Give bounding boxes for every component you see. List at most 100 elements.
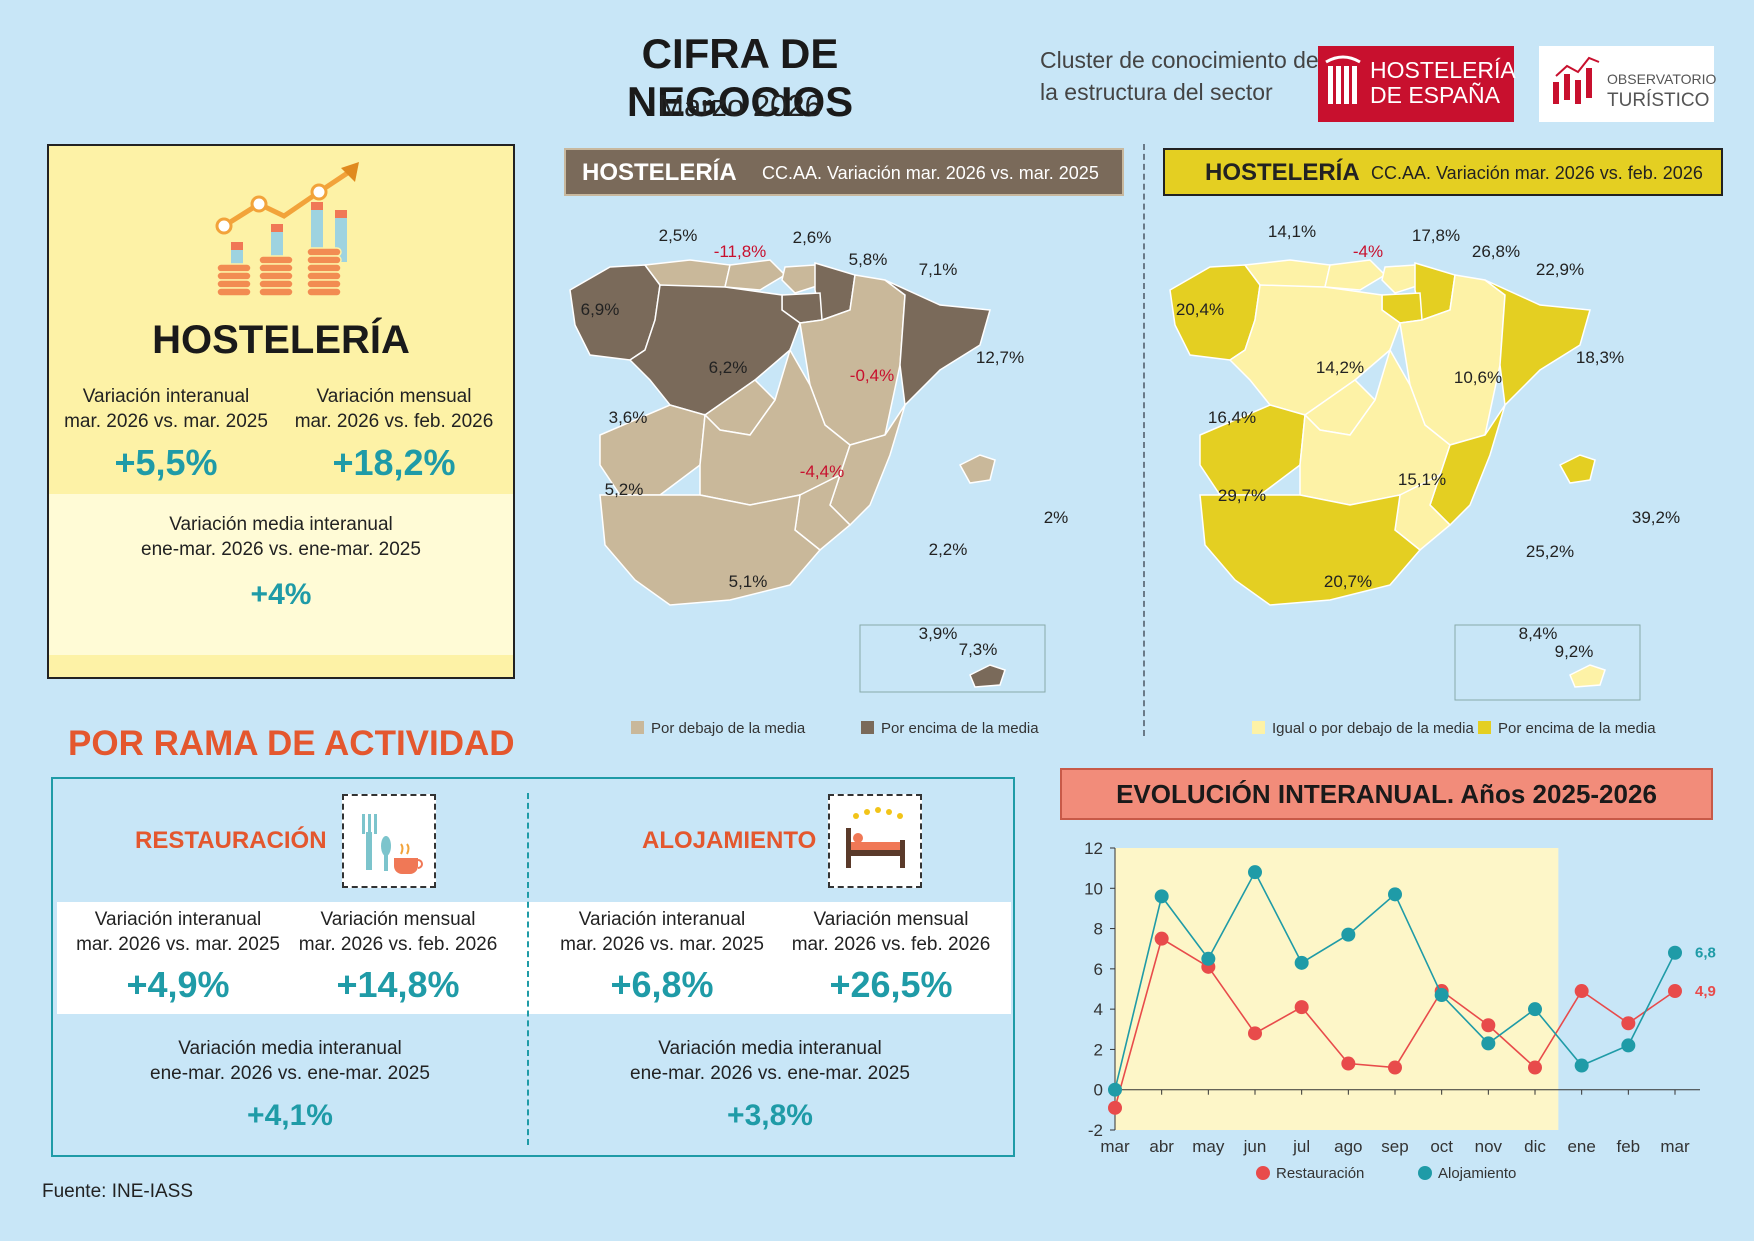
chart-point-0-12 xyxy=(1668,984,1682,999)
map2-label-cataluna: 18,3% xyxy=(1576,348,1624,367)
map2-region-extremadura xyxy=(1199,404,1306,496)
map1-header-bold: HOSTELERÍA xyxy=(582,159,737,186)
chart-y-tick-label: 2 xyxy=(1094,1040,1103,1059)
map1-legend-above-text: Por encima de la media xyxy=(881,720,1039,737)
map1-label-aragon: -0,4% xyxy=(850,366,894,385)
chart-y-tick-label: 6 xyxy=(1094,960,1103,979)
chart-point-0-11 xyxy=(1621,1016,1636,1031)
map1-legend-below: Por debajo de la media xyxy=(631,720,805,737)
summary-mensual-label-1: Variación mensual xyxy=(316,386,472,407)
summary-media-value: +4% xyxy=(250,578,312,611)
hosteleria-logo-icon xyxy=(1325,55,1361,104)
map2-label-galicia: 20,4% xyxy=(1176,300,1224,319)
map1-label-pais_vasco: 2,6% xyxy=(793,228,832,247)
cluster-line-2: la estructura del sector xyxy=(1040,79,1273,105)
map2-label-cantabria: -4% xyxy=(1353,242,1383,261)
alojamiento-mensual-label-2: mar. 2026 vs. feb. 2026 xyxy=(791,934,991,955)
chart-x-tick-label: oct xyxy=(1430,1137,1453,1156)
chart-x-tick-label: jul xyxy=(1292,1137,1310,1156)
restauracion-media-value: +4,1% xyxy=(247,1099,333,1132)
map1-label-galicia: 6,9% xyxy=(581,300,620,319)
map1-region-pais-vasco xyxy=(781,264,821,294)
chart-legend-label-0: Restauración xyxy=(1276,1165,1364,1182)
chart-y-tick-label: 4 xyxy=(1094,1000,1103,1019)
restauracion-icon-box xyxy=(342,794,436,888)
alojamiento-interanual-value: +6,8% xyxy=(610,964,714,1005)
map2-legend-below-swatch xyxy=(1252,721,1265,734)
chart-x-tick-label: nov xyxy=(1475,1137,1503,1156)
alojamiento-interanual-label: Variación interanual mar. 2026 vs. mar. … xyxy=(557,907,767,957)
map1-label-murcia: 3,9% xyxy=(919,624,958,643)
chart-x-tick-label: abr xyxy=(1149,1137,1174,1156)
map1-region-cataluna xyxy=(884,279,991,407)
chart-legend-label-1: Alojamiento xyxy=(1438,1165,1516,1182)
map1-label-baleares: 2% xyxy=(1044,508,1069,527)
chart-x-tick-label: may xyxy=(1192,1137,1225,1156)
hosteleria-logo-text: HOSTELERÍA DE ESPAÑA xyxy=(1370,58,1516,108)
summary-lower-band xyxy=(49,494,513,655)
map2-label-pais_vasco: 17,8% xyxy=(1412,226,1460,245)
map2-label-canarias: 9,2% xyxy=(1555,642,1594,661)
map1-label-cantabria: -11,8% xyxy=(714,242,767,261)
summary-mensual-value: +18,2% xyxy=(332,442,456,483)
restauracion-media-label: Variación media interanual ene-mar. 2026… xyxy=(53,1036,527,1086)
chart-point-1-0 xyxy=(1108,1082,1122,1097)
map1-label-navarra: 5,8% xyxy=(849,250,888,269)
chart-y-tick-label: 8 xyxy=(1094,920,1103,939)
hosteleria-summary-card: HOSTELERÍA Variación interanual mar. 202… xyxy=(47,144,515,679)
map1-label-cataluna: 12,7% xyxy=(976,348,1024,367)
maps-divider xyxy=(1143,144,1145,736)
hotel-bed-icon xyxy=(846,807,905,868)
chart-point-1-9 xyxy=(1528,1002,1542,1017)
restauracion-mensual-value: +14,8% xyxy=(336,964,460,1005)
restauracion-media-label-2: ene-mar. 2026 vs. ene-mar. 2025 xyxy=(150,1063,430,1084)
map1-legend-below-swatch xyxy=(631,721,644,734)
observatorio-logo-text: OBSERVATORIO TURÍSTICO xyxy=(1607,68,1716,112)
map1-header-sub: CC.AA. Variación mar. 2026 vs. mar. 2025 xyxy=(762,163,1099,183)
chart-point-1-2 xyxy=(1201,951,1216,966)
restauracion-interanual-label: Variación interanual mar. 2026 vs. mar. … xyxy=(73,907,283,957)
map1-label-andalucia: 5,1% xyxy=(729,572,768,591)
chart-point-1-10 xyxy=(1574,1058,1589,1073)
map1-label-castilla_leon: 6,2% xyxy=(709,358,748,377)
map2-legend-above-swatch xyxy=(1478,721,1491,734)
logo-he-line-2: DE ESPAÑA xyxy=(1370,82,1500,108)
map1-label-castilla_mancha: -4,4% xyxy=(800,462,844,481)
rama-divider xyxy=(527,793,529,1145)
chart-point-0-5 xyxy=(1341,1056,1356,1071)
logo-ot-line-2: TURÍSTICO xyxy=(1607,90,1710,111)
chart-point-1-12 xyxy=(1668,945,1682,960)
chart-point-0-0 xyxy=(1108,1100,1122,1115)
chart-point-1-4 xyxy=(1294,955,1309,970)
map2-label-madrid: 16,4% xyxy=(1208,408,1256,427)
source-note: Fuente: INE-IASS xyxy=(42,1181,194,1202)
restauracion-interanual-label-2: mar. 2026 vs. mar. 2025 xyxy=(76,934,280,955)
alojamiento-interanual-label-2: mar. 2026 vs. mar. 2025 xyxy=(560,934,764,955)
chart-point-1-3 xyxy=(1248,865,1262,880)
cluster-text: Cluster de conocimiento de la estructura… xyxy=(1040,44,1319,108)
chart-legend-dot-1 xyxy=(1418,1166,1432,1180)
map2-label-extremadura: 29,7% xyxy=(1218,486,1266,505)
summary-mensual-label: Variación mensual mar. 2026 vs. feb. 202… xyxy=(289,384,499,434)
map2-legend-below: Igual o por debajo de la media xyxy=(1252,720,1474,737)
alojamiento-icon-box xyxy=(828,794,922,888)
map2-region-castilla-leon xyxy=(1228,284,1401,416)
rama-title: POR RAMA DE ACTIVIDAD xyxy=(68,724,515,763)
logo-he-line-1: HOSTELERÍA xyxy=(1370,57,1516,83)
map1-region-cantabria xyxy=(724,259,787,291)
map2-legend-below-text: Igual o por debajo de la media xyxy=(1272,720,1474,737)
candlestick-chart-icon xyxy=(1553,56,1600,104)
chart-point-0-8 xyxy=(1481,1018,1496,1033)
observatorio-turistico-logo: OBSERVATORIO TURÍSTICO xyxy=(1539,46,1716,122)
alojamiento-media-label-2: ene-mar. 2026 vs. ene-mar. 2025 xyxy=(630,1063,910,1084)
map2-label-valencia: 25,2% xyxy=(1526,542,1574,561)
summary-interanual-label: Variación interanual mar. 2026 vs. mar. … xyxy=(61,384,271,434)
chart-end-label-0: 4,9 xyxy=(1695,983,1716,1000)
map1-label-rioja: 7,1% xyxy=(919,260,958,279)
chart-point-0-1 xyxy=(1154,931,1169,946)
map2-spain: 20,4% 14,1% -4% 17,8% 26,8% 22,9% 14,2% 10,6% 18… xyxy=(1169,222,1680,701)
summary-interanual-value: +5,5% xyxy=(114,442,218,483)
map2-label-layer: 20,4% 14,1% -4% 17,8% 26,8% 22,9% 14,2% 10,6% 18… xyxy=(1176,222,1680,661)
alojamiento-media-label: Variación media interanual ene-mar. 2026… xyxy=(527,1036,1013,1086)
map1-header: HOSTELERÍA CC.AA. Variación mar. 2026 vs… xyxy=(564,148,1124,196)
